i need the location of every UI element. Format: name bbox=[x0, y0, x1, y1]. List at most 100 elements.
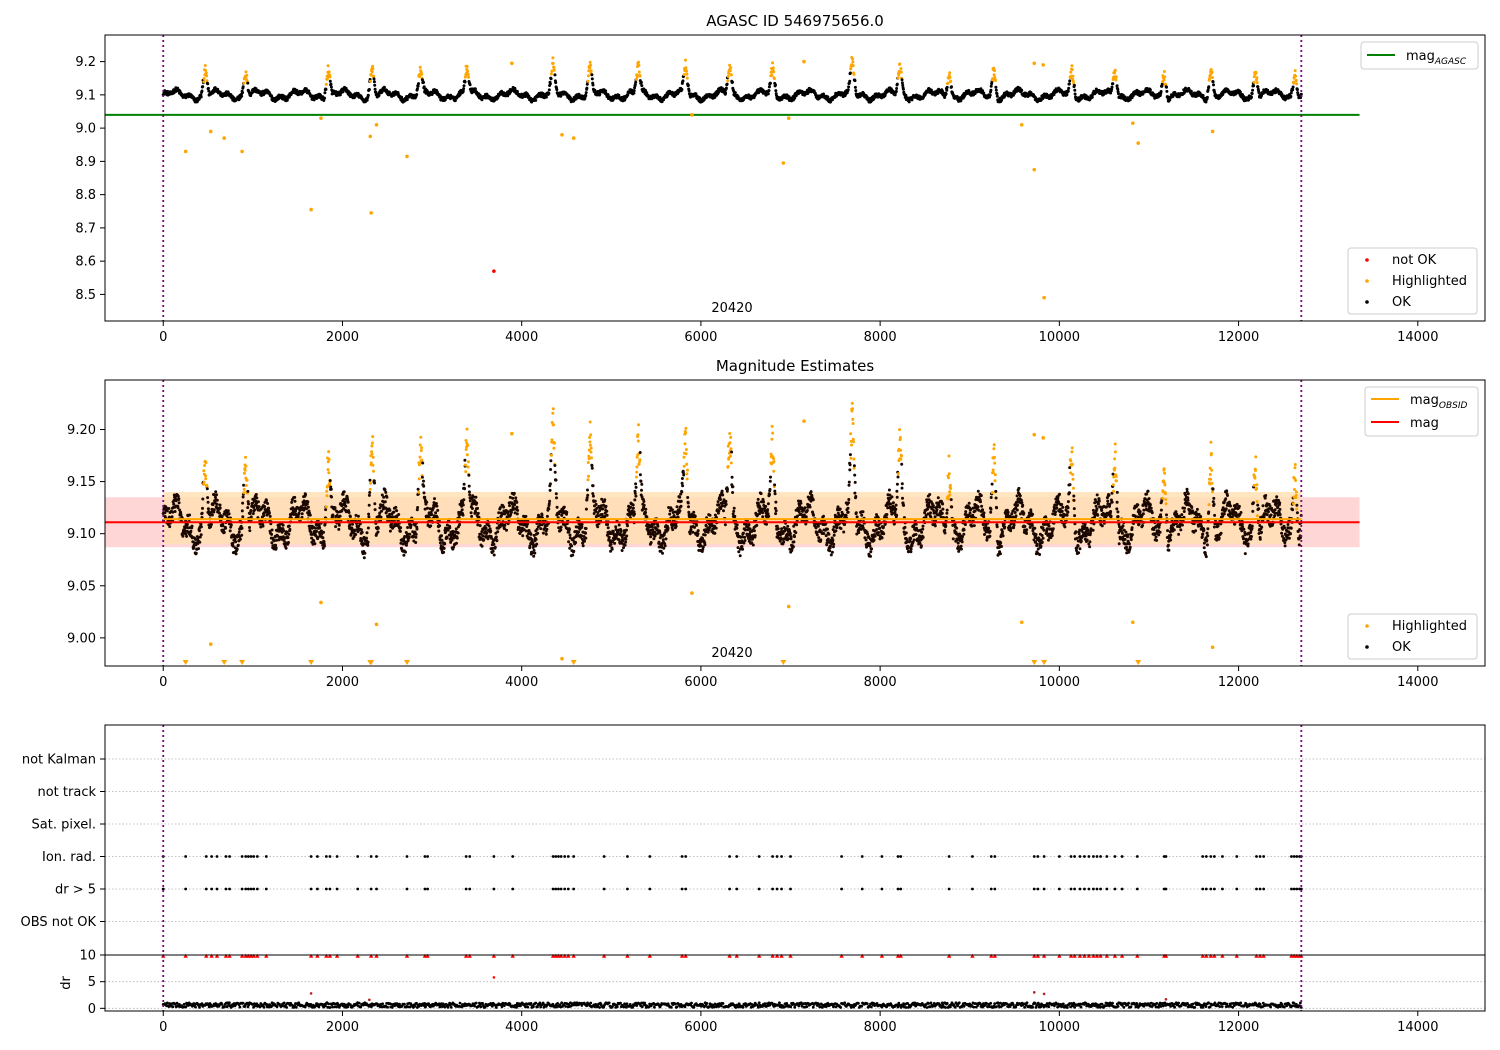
ok-point bbox=[555, 88, 559, 92]
ok-point bbox=[568, 528, 571, 531]
highlighted-point bbox=[465, 64, 469, 68]
ok-point bbox=[945, 85, 949, 89]
ok-point bbox=[329, 85, 333, 89]
ok-point bbox=[461, 501, 465, 504]
ok-point bbox=[372, 77, 376, 81]
ok-point bbox=[482, 538, 486, 542]
ok-point bbox=[461, 513, 465, 517]
ok-point bbox=[511, 496, 515, 500]
ok-point bbox=[462, 498, 466, 502]
ok-point bbox=[1250, 95, 1253, 99]
ok-point bbox=[366, 526, 370, 530]
ok-point bbox=[539, 527, 543, 531]
ok-point bbox=[533, 551, 537, 555]
ok-point bbox=[624, 528, 628, 532]
ok-point bbox=[585, 496, 589, 500]
ok-point bbox=[434, 502, 438, 505]
x-tick-label: 14000 bbox=[1397, 330, 1438, 345]
ok-point bbox=[226, 509, 230, 513]
ok-point bbox=[487, 524, 491, 528]
ok-point bbox=[234, 540, 238, 544]
ok-point bbox=[585, 86, 589, 90]
ok-point bbox=[1238, 90, 1242, 94]
ok-point bbox=[414, 541, 418, 544]
ok-point bbox=[455, 536, 459, 540]
ok-point bbox=[1212, 83, 1215, 87]
ok-point bbox=[274, 546, 278, 550]
ok-point bbox=[249, 509, 253, 512]
ok-point bbox=[383, 488, 387, 492]
ok-point bbox=[407, 535, 411, 539]
ok-point bbox=[348, 523, 352, 527]
highlighted-point bbox=[244, 70, 248, 74]
ok-point bbox=[492, 542, 496, 546]
ok-point bbox=[944, 92, 948, 96]
ok-point bbox=[583, 539, 586, 543]
ok-point bbox=[555, 496, 558, 500]
x-tick-label: 10000 bbox=[1039, 330, 1080, 345]
ok-point bbox=[547, 88, 551, 92]
highlighted-point bbox=[368, 134, 373, 139]
ok-point bbox=[606, 523, 610, 526]
ok-point bbox=[206, 507, 210, 511]
highlighted-point bbox=[372, 469, 375, 473]
ok-point bbox=[625, 534, 629, 538]
ok-point bbox=[549, 468, 553, 471]
ok-point bbox=[548, 482, 552, 486]
ok-point bbox=[380, 509, 383, 513]
legend-not-ok: not OK bbox=[1392, 253, 1437, 268]
ok-point bbox=[1201, 94, 1205, 97]
ok-point bbox=[240, 526, 244, 530]
ok-point bbox=[988, 93, 992, 97]
ok-point bbox=[904, 94, 908, 97]
ok-point bbox=[313, 542, 317, 546]
ok-point bbox=[365, 531, 369, 535]
ok-point bbox=[559, 525, 563, 529]
ok-point bbox=[591, 492, 595, 496]
ok-point bbox=[373, 83, 377, 87]
ok-point bbox=[367, 515, 371, 519]
highlighted-point bbox=[586, 79, 590, 83]
ok-point bbox=[610, 547, 614, 551]
ok-point bbox=[422, 479, 425, 483]
highlighted-point bbox=[589, 63, 592, 67]
ok-point bbox=[199, 525, 203, 529]
ok-point bbox=[1067, 86, 1071, 90]
ok-point bbox=[415, 87, 419, 91]
ok-point bbox=[1189, 89, 1193, 93]
highlighted-point bbox=[1071, 74, 1075, 78]
ok-point bbox=[591, 494, 595, 498]
ok-point bbox=[241, 91, 244, 95]
highlighted-point bbox=[417, 490, 421, 494]
ok-point bbox=[590, 464, 594, 468]
ok-point bbox=[267, 511, 271, 515]
ok-point bbox=[463, 487, 467, 491]
ok-point bbox=[288, 527, 292, 531]
ok-point bbox=[462, 87, 466, 91]
ok-point bbox=[417, 82, 420, 86]
highlighted-point bbox=[464, 439, 468, 442]
ok-point bbox=[623, 543, 627, 547]
ok-point bbox=[366, 543, 370, 547]
highlighted-point bbox=[371, 435, 375, 439]
highlighted-point bbox=[1252, 75, 1256, 79]
highlighted-point bbox=[242, 491, 246, 495]
ok-point bbox=[1148, 88, 1152, 92]
ok-point bbox=[308, 513, 312, 517]
ok-point bbox=[614, 525, 618, 529]
highlighted-point bbox=[327, 450, 331, 454]
highlighted-point bbox=[587, 474, 590, 478]
highlighted-point bbox=[372, 74, 376, 78]
highlighted-point bbox=[204, 71, 208, 75]
ok-point bbox=[493, 545, 497, 549]
ok-point bbox=[548, 499, 552, 503]
ok-point bbox=[1110, 85, 1114, 89]
ok-point bbox=[206, 86, 210, 90]
ok-point bbox=[399, 526, 403, 530]
ok-point bbox=[270, 541, 274, 545]
ok-point bbox=[274, 543, 278, 547]
ok-point bbox=[571, 553, 575, 557]
highlighted-point bbox=[420, 458, 424, 462]
ok-point bbox=[287, 524, 291, 528]
